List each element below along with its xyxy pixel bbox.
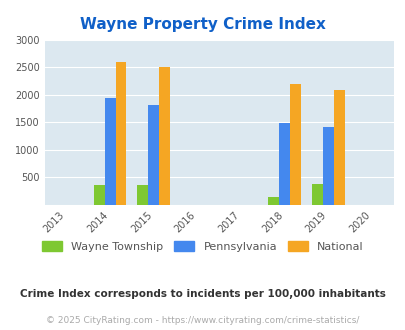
Bar bbox=[137, 185, 148, 205]
Bar bbox=[311, 184, 322, 205]
Bar bbox=[279, 123, 290, 205]
Bar bbox=[159, 67, 170, 205]
Bar bbox=[104, 98, 115, 205]
Bar bbox=[322, 127, 333, 205]
Bar bbox=[333, 90, 344, 205]
Bar bbox=[148, 105, 159, 205]
Bar bbox=[268, 197, 279, 205]
Bar bbox=[290, 84, 301, 205]
Legend: Wayne Township, Pennsylvania, National: Wayne Township, Pennsylvania, National bbox=[42, 241, 363, 252]
Text: © 2025 CityRating.com - https://www.cityrating.com/crime-statistics/: © 2025 CityRating.com - https://www.city… bbox=[46, 315, 359, 325]
Bar bbox=[115, 62, 126, 205]
Text: Crime Index corresponds to incidents per 100,000 inhabitants: Crime Index corresponds to incidents per… bbox=[20, 289, 385, 299]
Text: Wayne Property Crime Index: Wayne Property Crime Index bbox=[80, 17, 325, 32]
Bar bbox=[94, 185, 104, 205]
